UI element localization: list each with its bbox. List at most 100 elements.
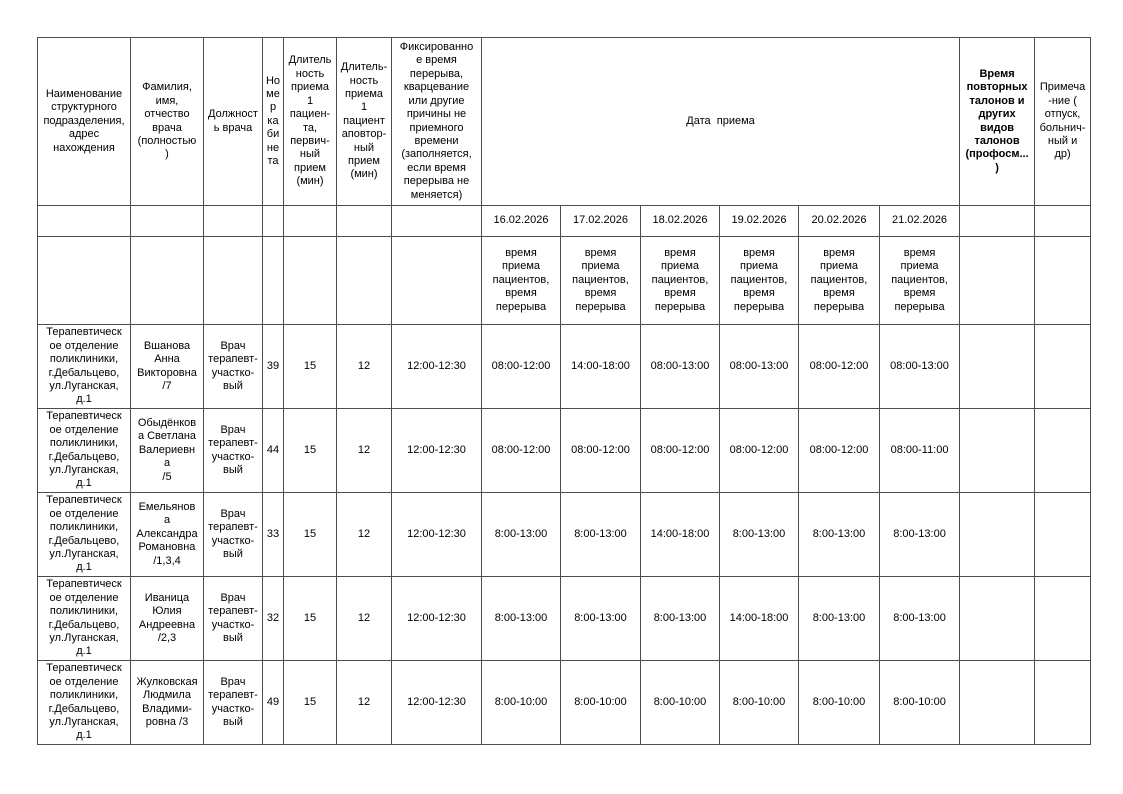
- header-row: Наименование структурного подразделения,…: [37, 37, 1092, 206]
- cell-doctor-name: Обыдёнков а Светлана Валериевн а /5: [130, 408, 204, 493]
- empty-cell: [130, 205, 204, 237]
- cell-reception-time: 8:00-13:00: [719, 492, 799, 577]
- cell-reception-time: 14:00-18:00: [560, 324, 641, 409]
- header-doctor-name: Фамилия, имя, отчество врача (полностью …: [130, 37, 204, 206]
- subheader-reception-time: время приема пациентов, время перерыва: [481, 236, 561, 325]
- cell-position: Врач терапевт- участко- вый: [203, 576, 263, 661]
- subheader-reception-time: время приема пациентов, время перерыва: [560, 236, 641, 325]
- table-row: Терапевтическ ое отделение поликлиники, …: [37, 492, 1092, 577]
- cell-repeat-tickets: [959, 576, 1036, 661]
- cell-reception-time: 08:00-13:00: [878, 324, 961, 409]
- table-row: Терапевтическ ое отделение поликлиники, …: [37, 576, 1092, 661]
- cell-reception-time: 8:00-13:00: [481, 492, 561, 577]
- cell-department: Терапевтическ ое отделение поликлиники, …: [37, 576, 131, 661]
- cell-doctor-name: Жулковская Людмила Владими- ровна /3: [130, 660, 204, 745]
- cell-duration-primary: 15: [283, 492, 337, 577]
- subheader-reception-time: время приема пациентов, время перерыва: [798, 236, 880, 325]
- header-department: Наименование структурного подразделения,…: [37, 37, 131, 206]
- cell-reception-time: 08:00-12:00: [640, 408, 720, 493]
- cell-reception-time: 8:00-10:00: [719, 660, 799, 745]
- cell-reception-time: 8:00-10:00: [878, 660, 961, 745]
- cell-department: Терапевтическ ое отделение поликлиники, …: [37, 660, 131, 745]
- cell-reception-time: 8:00-10:00: [640, 660, 720, 745]
- cell-reception-time: 8:00-10:00: [560, 660, 641, 745]
- empty-cell: [283, 236, 337, 325]
- empty-cell: [1034, 236, 1092, 325]
- header-repeat-tickets: Время повторных талонов и других видов т…: [959, 37, 1036, 206]
- date-header-cell: 18.02.2026: [640, 205, 720, 237]
- empty-cell: [203, 236, 263, 325]
- cell-duration-repeat: 12: [336, 492, 392, 577]
- cell-reception-time: 8:00-13:00: [640, 576, 720, 661]
- cell-cabinet-number: 32: [262, 576, 284, 661]
- schedule-table: Наименование структурного подразделения,…: [37, 37, 1092, 745]
- cell-duration-primary: 15: [283, 576, 337, 661]
- dates-row: 16.02.2026 17.02.2026 18.02.2026 19.02.2…: [37, 205, 1092, 237]
- cell-fixed-break: 12:00-12:30: [391, 324, 482, 409]
- cell-repeat-tickets: [959, 324, 1036, 409]
- date-header-cell: 21.02.2026: [878, 205, 961, 237]
- cell-fixed-break: 12:00-12:30: [391, 660, 482, 745]
- cell-reception-time: 8:00-13:00: [878, 576, 961, 661]
- empty-cell: [391, 236, 482, 325]
- cell-reception-time: 8:00-10:00: [798, 660, 880, 745]
- empty-cell: [959, 236, 1036, 325]
- cell-reception-time: 08:00-13:00: [719, 324, 799, 409]
- date-header-cell: 19.02.2026: [719, 205, 799, 237]
- header-position: Должност ь врача: [203, 37, 263, 206]
- cell-reception-time: 08:00-12:00: [719, 408, 799, 493]
- cell-reception-time: 8:00-13:00: [798, 576, 880, 661]
- cell-department: Терапевтическ ое отделение поликлиники, …: [37, 324, 131, 409]
- cell-duration-repeat: 12: [336, 576, 392, 661]
- cell-reception-time: 14:00-18:00: [640, 492, 720, 577]
- table-row: Терапевтическ ое отделение поликлиники, …: [37, 324, 1092, 409]
- empty-cell: [203, 205, 263, 237]
- cell-reception-time: 8:00-13:00: [878, 492, 961, 577]
- empty-cell: [37, 236, 131, 325]
- date-header-cell: 16.02.2026: [481, 205, 561, 237]
- cell-repeat-tickets: [959, 408, 1036, 493]
- cell-reception-time: 08:00-12:00: [798, 408, 880, 493]
- header-cabinet-number: Но ме р ка би не та: [262, 37, 284, 206]
- subheader-reception-time: время приема пациентов, время перерыва: [719, 236, 799, 325]
- empty-cell: [391, 205, 482, 237]
- cell-doctor-name: Вшанова Анна Викторовна /7: [130, 324, 204, 409]
- empty-cell: [130, 236, 204, 325]
- header-note: Примеча -ние ( отпуск, больнич- ный и др…: [1034, 37, 1092, 206]
- empty-cell: [262, 236, 284, 325]
- header-fixed-break: Фиксированно е время перерыва, кварцеван…: [391, 37, 482, 206]
- empty-cell: [262, 205, 284, 237]
- cell-fixed-break: 12:00-12:30: [391, 492, 482, 577]
- subheader-reception-time: время приема пациентов, время перерыва: [640, 236, 720, 325]
- table-row: Терапевтическ ое отделение поликлиники, …: [37, 660, 1092, 745]
- cell-doctor-name: Емельянов а Александра Романовна /1,3,4: [130, 492, 204, 577]
- cell-reception-time: 08:00-12:00: [798, 324, 880, 409]
- cell-repeat-tickets: [959, 660, 1036, 745]
- table-row: Терапевтическ ое отделение поликлиники, …: [37, 408, 1092, 493]
- cell-note: [1034, 492, 1092, 577]
- header-duration-repeat: Длитель- ность приема 1 пациент аповтор-…: [336, 37, 392, 206]
- subheader-row: время приема пациентов, время перерыва в…: [37, 236, 1092, 325]
- cell-reception-time: 8:00-10:00: [481, 660, 561, 745]
- empty-cell: [959, 205, 1036, 237]
- empty-cell: [37, 205, 131, 237]
- cell-cabinet-number: 39: [262, 324, 284, 409]
- cell-position: Врач терапевт- участко- вый: [203, 660, 263, 745]
- cell-note: [1034, 408, 1092, 493]
- cell-position: Врач терапевт- участко- вый: [203, 408, 263, 493]
- cell-reception-time: 14:00-18:00: [719, 576, 799, 661]
- date-header-cell: 17.02.2026: [560, 205, 641, 237]
- cell-reception-time: 8:00-13:00: [481, 576, 561, 661]
- cell-reception-time: 08:00-13:00: [640, 324, 720, 409]
- cell-reception-time: 8:00-13:00: [560, 492, 641, 577]
- cell-department: Терапевтическ ое отделение поликлиники, …: [37, 492, 131, 577]
- cell-position: Врач терапевт- участко- вый: [203, 492, 263, 577]
- empty-cell: [283, 205, 337, 237]
- cell-doctor-name: Иваница Юлия Андреевна /2,3: [130, 576, 204, 661]
- cell-duration-repeat: 12: [336, 408, 392, 493]
- cell-cabinet-number: 49: [262, 660, 284, 745]
- subheader-reception-time: время приема пациентов, время перерыва: [878, 236, 961, 325]
- cell-duration-primary: 15: [283, 324, 337, 409]
- cell-reception-time: 8:00-13:00: [560, 576, 641, 661]
